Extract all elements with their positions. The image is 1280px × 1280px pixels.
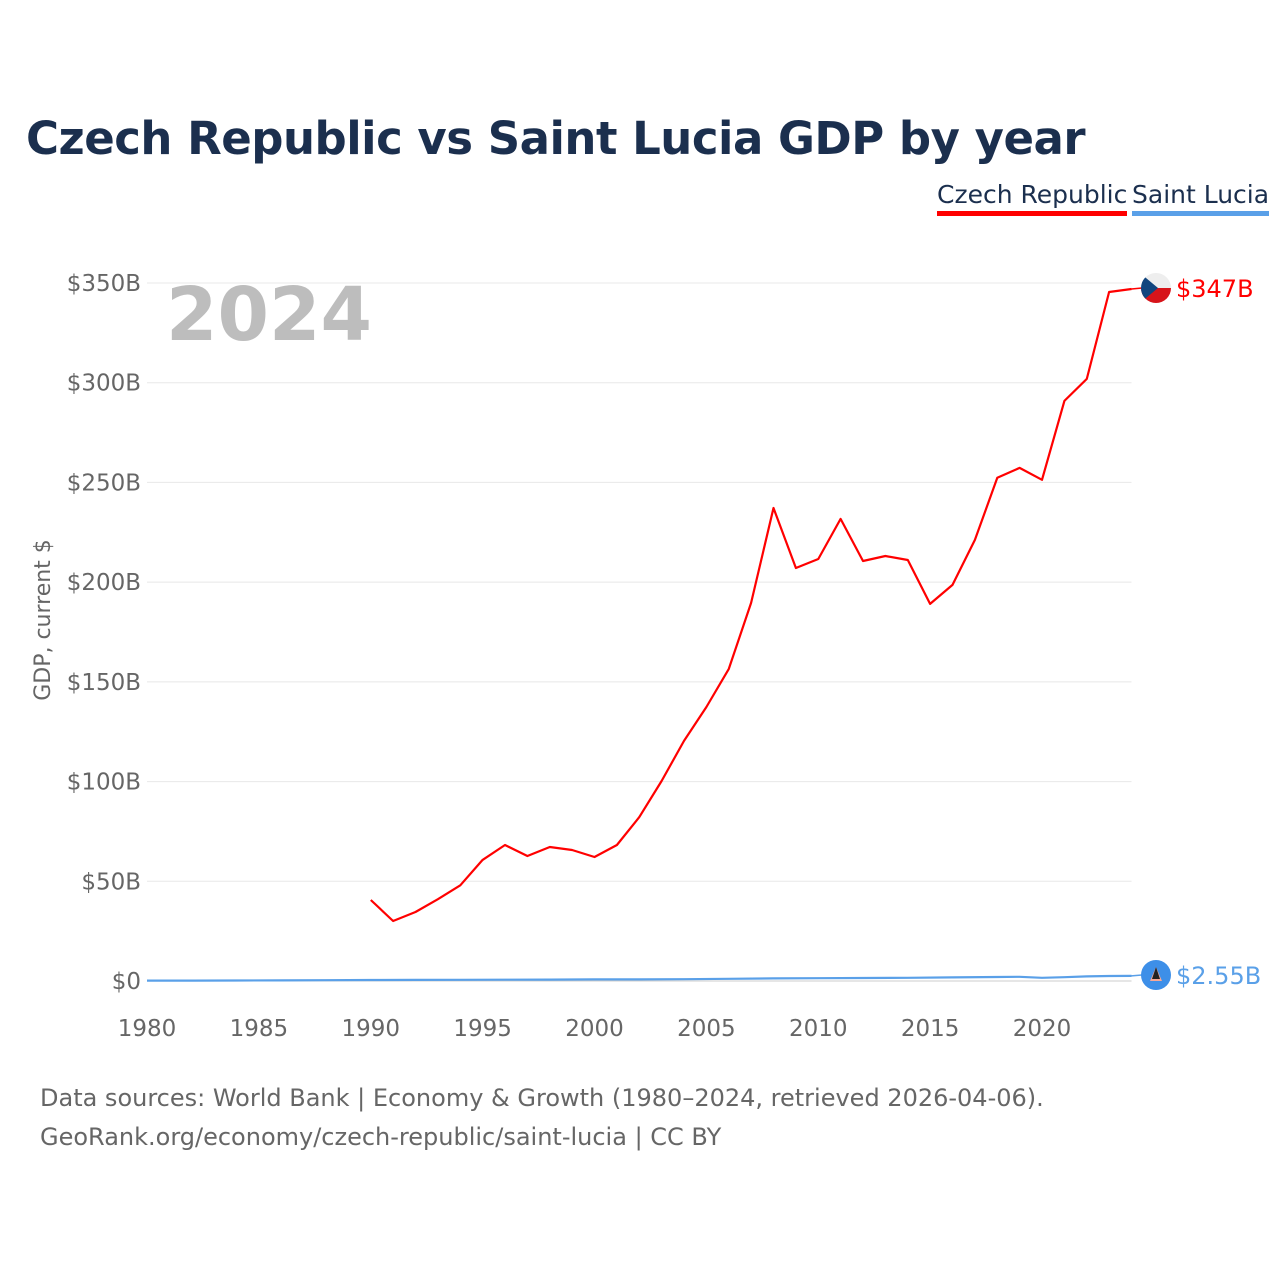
- x-tick-label: 1990: [341, 1016, 400, 1042]
- czech-flag-icon: [1141, 273, 1171, 303]
- end-value-label: $347B: [1176, 275, 1254, 303]
- leader-line: [1131, 287, 1143, 290]
- current-year-label: 2024: [166, 272, 372, 358]
- x-tick-label: 1980: [118, 1016, 177, 1042]
- flag-black: [1152, 967, 1160, 979]
- x-tick-label: 2015: [901, 1016, 960, 1042]
- y-tick-label: $300B: [67, 371, 141, 397]
- x-tick-label: 1985: [230, 1016, 289, 1042]
- y-tick-label: $0: [112, 969, 141, 995]
- y-tick-label: $150B: [67, 670, 141, 696]
- y-tick-label: $200B: [67, 570, 141, 596]
- legend-saint-lucia[interactable]: Saint Lucia: [1132, 180, 1270, 216]
- y-tick-label: $100B: [67, 770, 141, 796]
- y-tick-label: $350B: [67, 271, 141, 297]
- x-tick-label: 2010: [789, 1016, 848, 1042]
- legend-czech-republic[interactable]: Czech Republic: [937, 180, 1128, 216]
- x-tick-label: 2020: [1013, 1016, 1072, 1042]
- y-tick-label: $50B: [81, 869, 141, 895]
- y-tick-label: $250B: [67, 470, 141, 496]
- leader-line: [1131, 974, 1143, 977]
- x-tick-label: 1995: [453, 1016, 512, 1042]
- end-value-label: $2.55B: [1176, 962, 1261, 990]
- saint-lucia-flag-icon: [1141, 960, 1171, 990]
- chart-title: Czech Republic vs Saint Lucia GDP by yea…: [26, 112, 1086, 165]
- x-tick-label: 2005: [677, 1016, 736, 1042]
- source-line: Data sources: World Bank | Economy & Gro…: [40, 1084, 1044, 1112]
- series-line-saint-lucia: [147, 974, 1132, 982]
- source-url[interactable]: GeoRank.org/economy/czech-republic/saint…: [40, 1123, 722, 1151]
- y-axis-label: GDP, current $: [31, 539, 56, 701]
- x-tick-label: 2000: [565, 1016, 624, 1042]
- series-line-czech-republic: [370, 287, 1132, 923]
- flag-blue: [1141, 273, 1158, 303]
